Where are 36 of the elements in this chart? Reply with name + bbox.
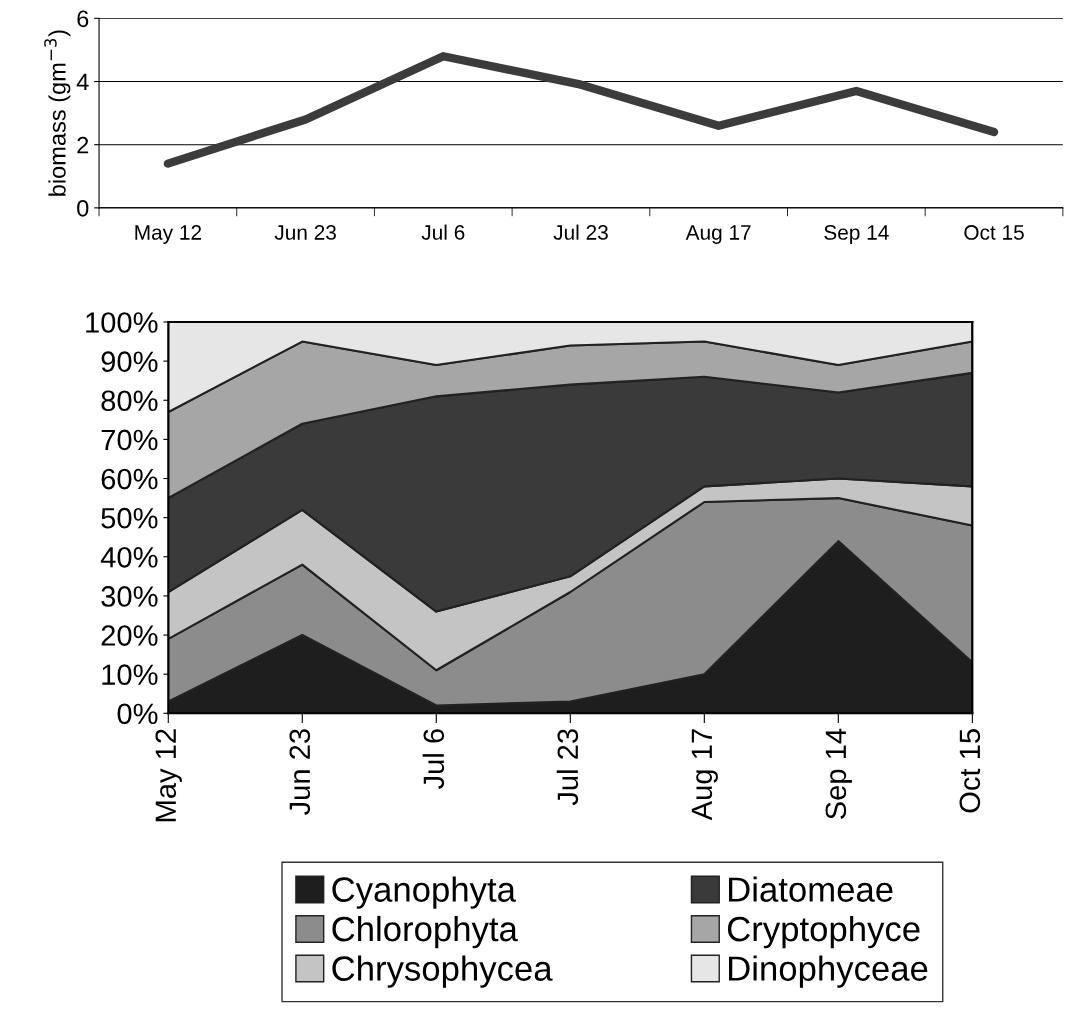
- y-tick-label: 50%: [101, 507, 158, 529]
- y-tick-label: 60%: [101, 468, 158, 490]
- y-tick-label: 10%: [102, 664, 158, 686]
- x-tick-label: Jun 23: [274, 225, 336, 240]
- y-tick-label: 6: [77, 10, 89, 28]
- x-tick-label: Oct 15: [959, 729, 981, 813]
- y-tick-label: 2: [77, 136, 89, 154]
- x-tick-label: Aug 17: [691, 729, 718, 821]
- x-tick-label: Sep 14: [825, 728, 852, 819]
- x-tick-label: Sep 14: [824, 225, 889, 244]
- x-tick-label: Jul 23: [553, 224, 608, 240]
- legend-label: Cryptophyce: [727, 915, 920, 949]
- x-tick-label: May 12: [135, 225, 202, 244]
- legend-label: Dinophyceae: [729, 955, 928, 988]
- legend-label: Chlorophyta: [332, 915, 518, 949]
- x-tick-label: May 12: [155, 729, 182, 822]
- legend-label: Chrysophycea: [332, 955, 553, 988]
- legend-label: Cyanophyta: [332, 876, 516, 909]
- y-tick-label: 70%: [101, 429, 158, 451]
- x-tick-label: Aug 17: [685, 225, 751, 244]
- y-tick-label: 0: [77, 199, 89, 217]
- x-tick-label: Jul 6: [421, 224, 465, 240]
- y-tick-label: 30%: [101, 586, 158, 607]
- legend-label: Diatomeae: [729, 876, 893, 902]
- y-tick-label: 4: [76, 73, 89, 91]
- y-tick-label: 80%: [101, 390, 158, 412]
- y-tick-label: 0%: [117, 703, 158, 725]
- y-tick-label: 40%: [100, 546, 158, 568]
- y-axis-title: biomass (gm$^{−3}$): [44, 30, 71, 196]
- y-tick-label: 20%: [101, 625, 158, 646]
- x-tick-label: Oct 15: [964, 225, 1024, 240]
- y-tick-label: 100%: [86, 312, 158, 333]
- x-tick-label: Jun 23: [289, 729, 311, 815]
- y-tick-label: 90%: [101, 351, 158, 372]
- x-tick-label: Jul 6: [422, 729, 445, 790]
- x-tick-label: Jul 23: [556, 729, 579, 806]
